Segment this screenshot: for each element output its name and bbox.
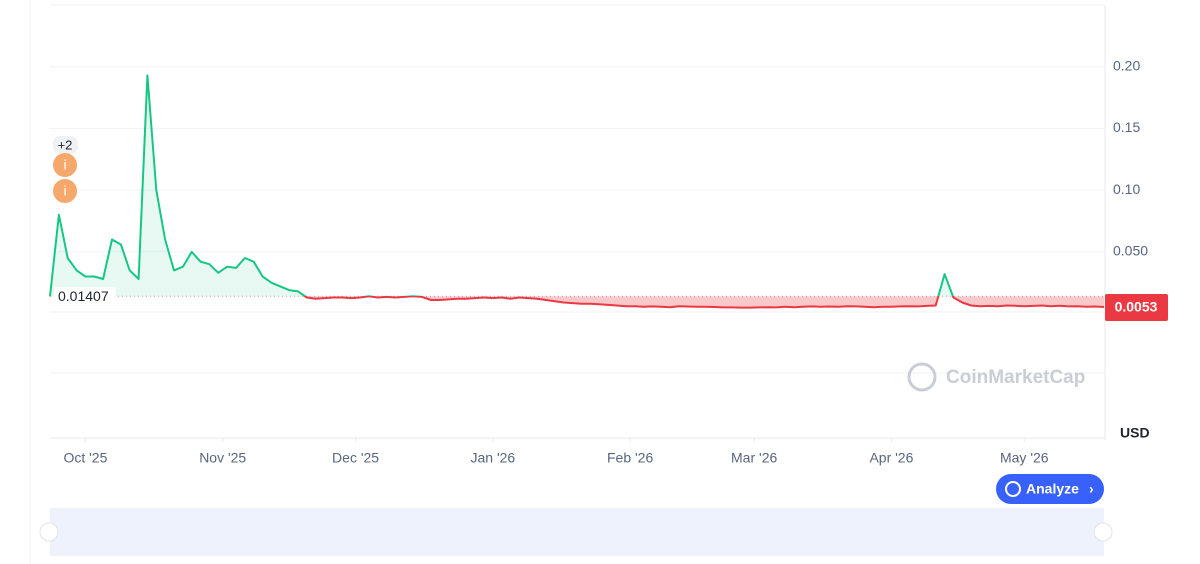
analyze-label[interactable]: Analyze xyxy=(1026,481,1079,497)
price-tag xyxy=(1105,294,1168,322)
x-tick-label: May '26 xyxy=(1000,450,1049,466)
navigator-handle[interactable] xyxy=(39,522,59,542)
x-tick-label: Dec '25 xyxy=(332,450,379,466)
plot: 0.050 0.10 0.15 0.20 Oct '25 Nov '25 Dec '25 Ja… xyxy=(49,57,1168,536)
analyze-button[interactable] xyxy=(996,474,1104,504)
x-tick-label: Oct '25 xyxy=(63,450,107,466)
y-tick-label: 0.20 xyxy=(1113,57,1140,73)
x-tick-label: Apr '26 xyxy=(869,450,913,466)
navigator-handle[interactable] xyxy=(1093,522,1113,542)
analyze-icon xyxy=(1005,481,1021,497)
event-icon[interactable]: i xyxy=(63,157,66,173)
baseline-label-bg xyxy=(54,287,116,306)
x-tick-label: Nov '25 xyxy=(199,450,246,466)
x-tick-label: Mar '26 xyxy=(731,450,777,466)
watermark: CoinMarketCap xyxy=(907,362,1085,392)
events-more[interactable]: +2 xyxy=(58,137,73,152)
watermark-text: CoinMarketCap xyxy=(946,367,1085,388)
price-area xyxy=(50,75,1104,308)
navigator[interactable] xyxy=(50,508,1104,556)
price-tag-label: 0.0053 xyxy=(1115,299,1158,315)
y-tick-label: 0.050 xyxy=(1113,243,1148,259)
y-unit: USD xyxy=(1120,425,1150,441)
events-badge[interactable] xyxy=(53,136,78,154)
y-tick-label: 0.10 xyxy=(1113,181,1140,197)
analyze-arrow: › xyxy=(1089,481,1094,497)
x-tick-label: Jan '26 xyxy=(470,450,515,466)
x-tick-label: Feb '26 xyxy=(607,450,653,466)
event-icon-bg[interactable] xyxy=(53,153,77,177)
price-line xyxy=(49,74,1105,309)
event-icon-bg[interactable] xyxy=(53,179,77,203)
event-icon[interactable]: i xyxy=(63,183,66,199)
baseline-label: 0.01407 xyxy=(58,288,109,304)
y-tick-label: 0.15 xyxy=(1113,119,1140,135)
